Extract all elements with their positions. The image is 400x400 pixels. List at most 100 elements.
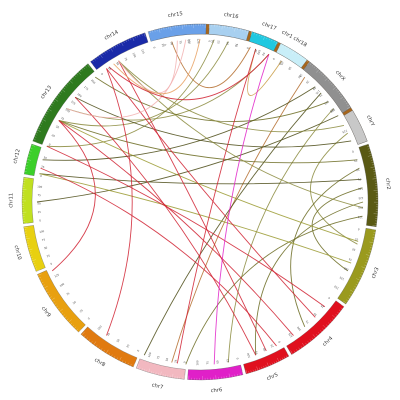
tick-mark (70, 322, 73, 325)
tick-mark (293, 350, 296, 353)
tick-mark (353, 288, 355, 290)
tick-label: 25 (253, 49, 258, 54)
chromosome-label-chr7: chr7 (151, 382, 164, 390)
tick-label: 50 (165, 357, 170, 361)
tick-mark (246, 30, 249, 35)
tick-mark (130, 363, 132, 366)
tick-mark (94, 58, 96, 61)
synteny-link (40, 167, 277, 347)
tick-label: 75 (318, 93, 323, 98)
synteny-link (227, 108, 334, 363)
tick-mark (98, 55, 100, 58)
tick-label: 100 (256, 49, 262, 55)
tick-mark (28, 153, 31, 155)
tick-mark (256, 366, 258, 371)
tick-mark (150, 31, 151, 34)
tick-mark (136, 35, 138, 38)
tick-mark (307, 61, 310, 65)
tick-mark (356, 278, 360, 281)
tick-mark (367, 146, 370, 148)
tick-mark (37, 273, 42, 276)
tick-mark (106, 349, 109, 354)
tick-mark (281, 357, 284, 360)
tick-label: 100 (323, 100, 330, 106)
tick-mark (78, 72, 82, 76)
tick-mark (327, 79, 330, 82)
tick-mark (58, 93, 61, 95)
tick-label: 25 (173, 359, 178, 363)
tick-label: 75 (65, 291, 70, 296)
tick-mark (92, 60, 94, 62)
tick-mark (312, 64, 314, 67)
tick-mark (347, 104, 350, 106)
tick-mark (322, 328, 324, 331)
synteny-link (58, 120, 358, 164)
tick-mark (321, 72, 323, 75)
tick-mark (68, 319, 72, 323)
tick-mark (45, 112, 48, 115)
tick-mark (279, 358, 282, 361)
tick-mark (370, 166, 375, 168)
tick-label: 25 (46, 253, 51, 258)
tick-mark (27, 247, 30, 248)
chromosome-arc-chr17 (248, 31, 279, 52)
tick-mark (112, 46, 114, 49)
tick-label: 100 (357, 187, 363, 191)
tick-mark (263, 36, 265, 40)
tick-mark (154, 29, 156, 32)
tick-label: 100 (296, 325, 302, 332)
chromosome-label-chr13: chr13 (40, 85, 54, 101)
tick-mark (365, 262, 368, 264)
tick-label: 125 (338, 275, 345, 281)
tick-mark (332, 85, 335, 87)
synteny-link (42, 86, 316, 161)
synteny-link (74, 96, 257, 356)
tick-mark (143, 32, 146, 37)
tick-mark (143, 369, 145, 372)
tick-label: 25 (354, 237, 358, 242)
tick-mark (106, 50, 108, 53)
tick-mark (153, 371, 154, 374)
tick-label: 150 (358, 206, 363, 210)
tick-label: 100 (195, 360, 199, 365)
tick-label: 25 (161, 43, 166, 47)
tick-mark (337, 90, 340, 93)
tick-mark (306, 60, 309, 63)
tick-mark (102, 53, 104, 55)
tick-mark (66, 84, 69, 86)
tick-label: 75 (348, 257, 353, 262)
tick-mark (362, 269, 365, 271)
tick-mark (42, 119, 46, 122)
tick-mark (46, 110, 49, 113)
tick-mark (25, 237, 30, 240)
tick-mark (91, 341, 93, 343)
tick-label: 50 (225, 41, 230, 45)
chromosome-label-chrY: chrY (365, 114, 376, 128)
tick-mark (338, 309, 341, 312)
tick-mark (119, 43, 121, 46)
tick-mark (322, 74, 325, 77)
tick-label: 200 (329, 108, 336, 114)
tick-label: 75 (234, 43, 239, 47)
tick-mark (54, 303, 57, 305)
tick-mark (56, 97, 58, 99)
tick-mark (228, 373, 230, 378)
tick-mark (36, 269, 40, 272)
tick-label: 225 (341, 129, 348, 135)
tick-mark (303, 59, 307, 63)
tick-mark (328, 322, 330, 325)
chromosome-arc-chr9 (37, 270, 86, 333)
tick-mark (296, 349, 298, 352)
tick-mark (36, 132, 39, 134)
tick-label: 0 (152, 46, 156, 49)
chromosome-label-chr14: chr14 (104, 29, 121, 42)
tick-mark (31, 257, 34, 259)
tick-mark (79, 70, 82, 73)
tick-mark (316, 69, 320, 73)
chromosome-arc-chr16 (208, 24, 250, 41)
chromosome-label-chrX: chrX (334, 69, 347, 82)
tick-mark (172, 373, 174, 378)
tick-mark (96, 57, 98, 60)
tick-label: 0 (183, 361, 187, 363)
tick-mark (141, 368, 143, 371)
